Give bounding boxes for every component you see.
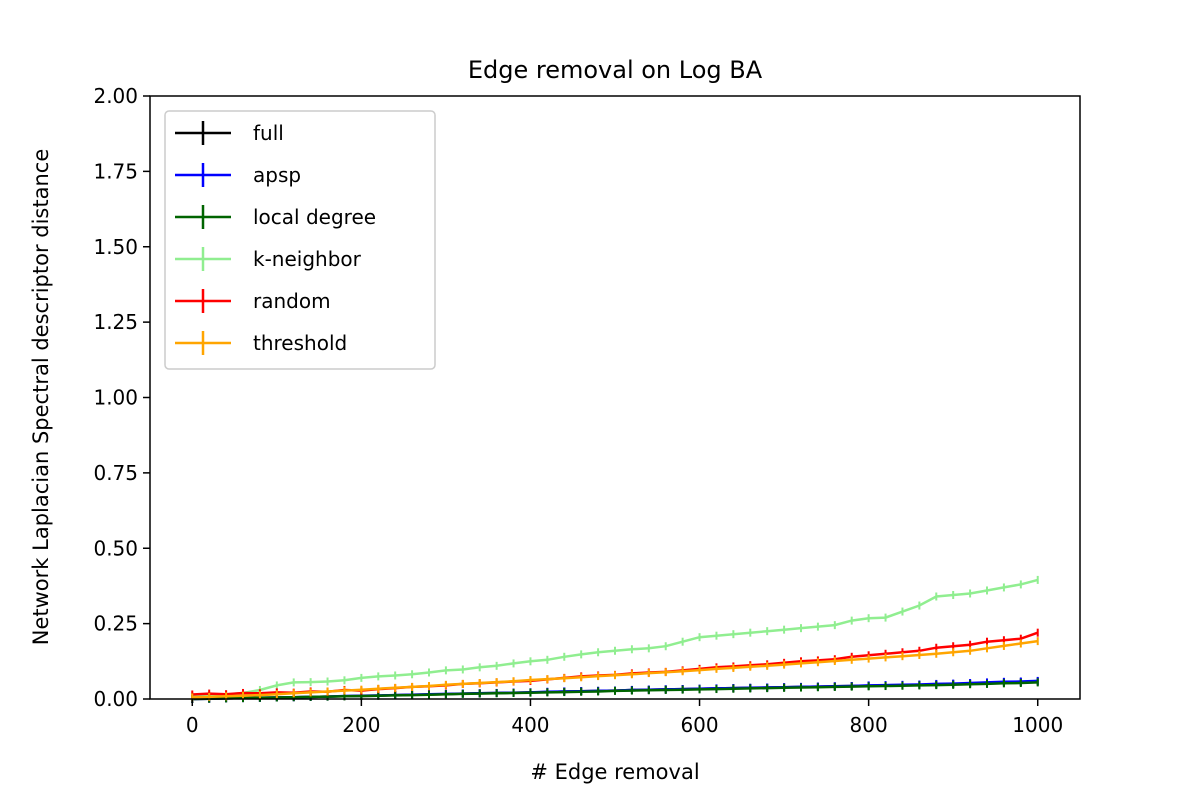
axes: 0 200 400 600 800 1000 0.00 0.25 0.50 0.75 1.00 1.2… <box>93 84 1081 737</box>
x-tick-label: 800 <box>850 713 888 737</box>
x-tick-label: 200 <box>342 713 380 737</box>
legend-entry: threshold <box>175 331 347 355</box>
y-tick-label: 1.75 <box>93 159 138 183</box>
plot-area <box>191 575 1039 703</box>
chart-title: Edge removal on Log BA <box>468 56 763 84</box>
legend-entry: apsp <box>175 163 301 187</box>
y-tick-label: 0.00 <box>93 687 138 711</box>
y-tick-label: 2.00 <box>93 84 138 108</box>
x-tick-label: 600 <box>680 713 718 737</box>
y-tick-label: 0.50 <box>93 536 138 560</box>
y-tick-label: 1.50 <box>93 235 138 259</box>
y-axis-label: Network Laplacian Spectral descriptor di… <box>29 149 53 645</box>
x-axis-label: # Edge removal <box>530 760 699 784</box>
legend-label: k-neighbor <box>253 247 362 271</box>
x-tick-label: 1000 <box>1012 713 1063 737</box>
y-tick-label: 1.25 <box>93 310 138 334</box>
x-tick-label: 0 <box>186 713 199 737</box>
legend: full apsp local degree k-neighbor random thre… <box>164 110 436 370</box>
x-tick-label: 400 <box>511 713 549 737</box>
legend-label: apsp <box>253 163 301 187</box>
y-tick-label: 1.00 <box>93 386 138 410</box>
y-tick-label: 0.75 <box>93 461 138 485</box>
legend-entry: full <box>175 121 284 145</box>
legend-label: full <box>253 121 284 145</box>
legend-label: threshold <box>253 331 347 355</box>
legend-box <box>164 110 436 370</box>
y-tick-label: 0.25 <box>93 612 138 636</box>
legend-entry: random <box>175 289 331 313</box>
legend-label: local degree <box>253 205 376 229</box>
legend-entry: local degree <box>175 205 376 229</box>
legend-entry: k-neighbor <box>175 247 362 271</box>
series-threshold <box>191 637 1039 702</box>
legend-label: random <box>253 289 331 313</box>
